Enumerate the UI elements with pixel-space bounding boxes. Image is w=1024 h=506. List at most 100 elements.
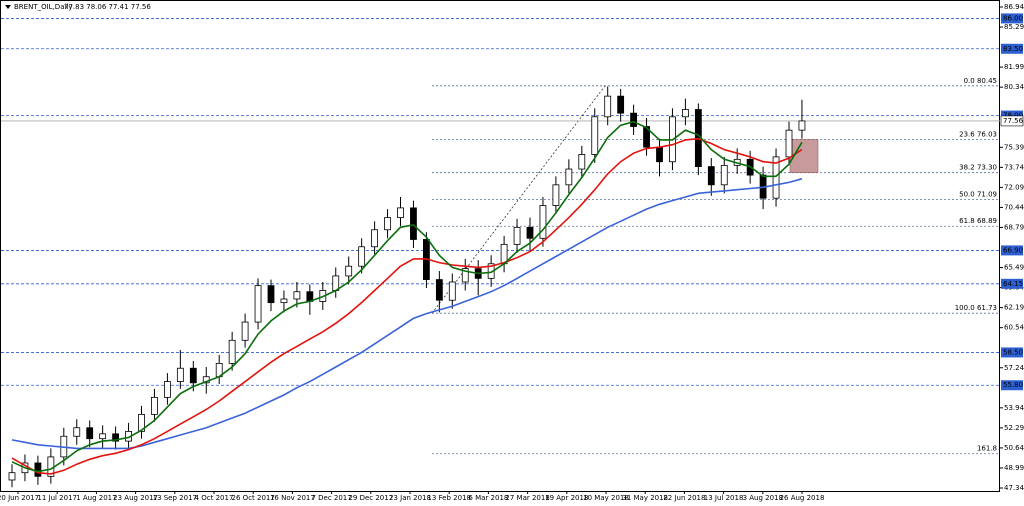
- x-tick-label: 23 Jan 2018: [389, 494, 431, 502]
- x-tick-label: 29 Dec 2017: [348, 494, 393, 502]
- x-tick-label: 7 Dec 2017: [311, 494, 351, 502]
- candle-body: [448, 281, 456, 301]
- y-tick-label: 47.34: [1004, 484, 1024, 492]
- x-tick-label: 22 Jun 2018: [663, 494, 705, 502]
- candle-body: [539, 205, 547, 239]
- y-tick-label: 52.29: [1004, 424, 1024, 432]
- fib-label: 23.6 76.03: [959, 131, 997, 139]
- y-tick-label: 85.29: [1004, 23, 1024, 31]
- y-tick-label: 60.54: [1004, 324, 1024, 332]
- x-tick-label: 27 Mar 2018: [505, 494, 549, 502]
- candle-body: [293, 291, 301, 300]
- x-tick-label: 19 Apr 2018: [545, 494, 588, 502]
- fib-label: 0.0 80.45: [964, 77, 997, 85]
- candle-body: [73, 427, 81, 437]
- candle-body: [643, 126, 650, 148]
- candle-body: [189, 367, 197, 384]
- current-price-label: 77.56: [1003, 117, 1024, 125]
- candle-body: [707, 166, 715, 186]
- y-tick-label: 57.24: [1004, 364, 1024, 372]
- y-tick-label: 50.64: [1004, 444, 1024, 452]
- y-tick-label: 62.19: [1004, 304, 1024, 312]
- candle-body: [682, 109, 689, 118]
- candle-body: [345, 265, 353, 277]
- moving-average: [11, 120, 803, 473]
- candle-body: [591, 116, 599, 155]
- x-tick-label: 6 Mar 2018: [468, 494, 508, 502]
- level-tag: [1001, 347, 1023, 358]
- y-tick-label: 68.79: [1004, 223, 1024, 231]
- y-tick-label: 72.09: [1004, 183, 1024, 191]
- candle-body: [656, 146, 663, 163]
- menu-arrow[interactable]: [5, 5, 11, 9]
- x-tick-label: 1 Aug 2017: [76, 494, 116, 502]
- candle-body: [280, 298, 288, 304]
- candle-body: [228, 339, 236, 364]
- candle-body: [86, 427, 94, 440]
- level-label: 64.15: [1003, 280, 1023, 288]
- current-price-tag: [1000, 115, 1024, 127]
- x-tick-label: 13 Jul 2018: [704, 494, 744, 502]
- candle-body: [785, 129, 793, 158]
- y-tick-label: 70.44: [1004, 203, 1024, 211]
- level-label: 83.50: [1003, 45, 1023, 53]
- candle-body: [630, 112, 637, 127]
- x-tick-label: 13 Sep 2017: [153, 494, 197, 502]
- x-tick-label: 20 Jun 2017: [0, 494, 39, 502]
- candle-body: [772, 156, 780, 199]
- fib-label: 161.8: [977, 445, 997, 453]
- x-tick-label: 26 Aug 2018: [780, 494, 825, 502]
- candle-body: [358, 246, 366, 267]
- level-label: 86.00: [1003, 14, 1023, 22]
- fib-label: 100.0 61.73: [955, 304, 997, 312]
- candle-body: [267, 285, 275, 304]
- y-tick-label: 65.49: [1004, 264, 1024, 272]
- candle-body: [552, 184, 560, 206]
- moving-average: [11, 137, 803, 475]
- candle-body: [604, 95, 612, 118]
- y-tick-label: 53.94: [1004, 404, 1024, 412]
- candle-body: [720, 164, 728, 186]
- y-tick-label: 80.34: [1004, 83, 1024, 91]
- level-label: 66.90: [1003, 246, 1023, 254]
- x-tick-label: 23 Aug 2017: [113, 494, 158, 502]
- level-tag: [1001, 380, 1023, 391]
- moving-average: [11, 178, 803, 450]
- candle-body: [461, 268, 469, 283]
- candle-body: [410, 207, 417, 240]
- candle-body: [526, 226, 534, 239]
- level-tag: [1001, 43, 1023, 54]
- candle-body: [565, 168, 573, 186]
- x-tick-label: 4 Oct 2017: [195, 494, 234, 502]
- candle-body: [254, 285, 262, 323]
- x-tick-label: 26 Oct 2017: [232, 494, 275, 502]
- candle-body: [99, 433, 107, 440]
- level-label: 78.00: [1003, 112, 1023, 120]
- candle-body: [176, 367, 184, 382]
- y-tick-label: 48.99: [1004, 464, 1024, 472]
- candle-body: [371, 229, 379, 248]
- candle-body: [798, 120, 806, 131]
- y-tick-label: 81.99: [1004, 63, 1024, 71]
- symbol: BRENT_OIL,Daily: [14, 3, 73, 11]
- y-tick-label: 75.39: [1004, 143, 1024, 151]
- candle-body: [513, 226, 521, 245]
- candle-body: [151, 396, 158, 415]
- level-tag: [1001, 278, 1023, 289]
- level-tag: [1001, 245, 1023, 256]
- y-tick-label: 86.94: [1004, 3, 1024, 11]
- fib-label: 50.0 71.09: [959, 191, 997, 199]
- x-tick-label: 3 Aug 2018: [743, 494, 783, 502]
- y-tick-label: 73.74: [1004, 163, 1024, 171]
- ohlc: 77.83 78.06 77.41 77.56: [64, 3, 151, 11]
- candle-body: [578, 154, 586, 170]
- candle-body: [384, 217, 391, 231]
- x-tick-label: 13 Feb 2018: [427, 494, 471, 502]
- candle-body: [8, 472, 16, 481]
- x-tick-label: 31 May 2018: [622, 494, 668, 502]
- x-tick-label: 16 Nov 2017: [270, 494, 315, 502]
- candle-body: [138, 413, 145, 432]
- level-tag: [1001, 13, 1023, 24]
- fib-label: 61.8 68.89: [959, 217, 997, 225]
